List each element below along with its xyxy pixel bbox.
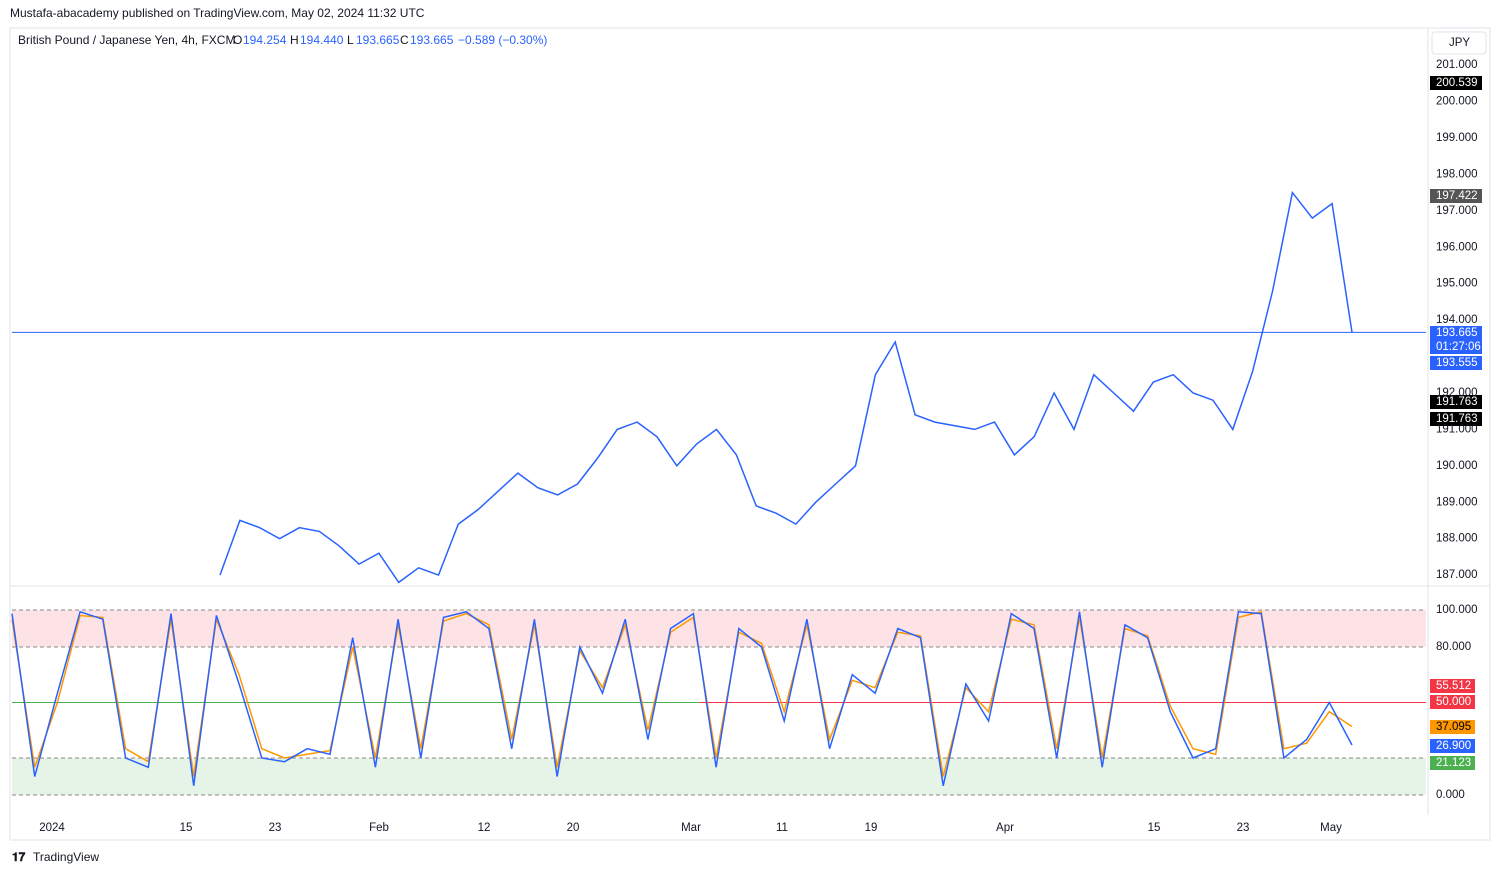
time-label: 19 <box>865 822 878 834</box>
price-badge-label: 197.422 <box>1436 190 1478 202</box>
price-tick-label: 195.000 <box>1436 278 1478 290</box>
osc-badge-label: 37.095 <box>1436 721 1471 733</box>
price-tick-label: 198.000 <box>1436 168 1478 180</box>
price-badge <box>1430 326 1482 340</box>
price-badge-label: 193.665 <box>1436 327 1478 339</box>
time-label: 15 <box>180 822 193 834</box>
price-tick-label: 200.000 <box>1436 96 1478 108</box>
osc-badge <box>1430 756 1475 770</box>
price-tick-label: 197.000 <box>1436 205 1478 217</box>
currency[interactable]: JPY <box>1449 37 1470 49</box>
time-label: Apr <box>996 822 1014 834</box>
price-tick-label: 187.000 <box>1436 569 1478 581</box>
price-tick-label: 188.000 <box>1436 533 1478 545</box>
price-badge <box>1430 395 1482 409</box>
osc-k-line <box>11 610 1353 786</box>
footer: TradingView <box>33 850 99 864</box>
h-label: H <box>290 33 299 47</box>
price-badges: 200.539 197.422 193.665 01:27:06 193.555 191.… <box>1430 76 1482 426</box>
price-badge-label: 191.763 <box>1436 413 1478 425</box>
overbought-zone <box>12 609 1426 647</box>
price-tick-label: 196.000 <box>1436 241 1478 253</box>
time-label: 20 <box>567 822 580 834</box>
price-badge <box>1430 412 1482 426</box>
symbol: British Pound / Japanese Yen, 4h, FXCM <box>18 33 235 47</box>
price-tick-label: 199.000 <box>1436 132 1478 144</box>
time-label: Feb <box>369 822 389 834</box>
time-label: 12 <box>478 822 491 834</box>
osc-badge-label: 26.900 <box>1436 740 1471 752</box>
osc-badge-label: 50.000 <box>1436 696 1471 708</box>
osc-badge-label: 21.123 <box>1436 757 1471 769</box>
change: −0.589 (−0.30%) <box>458 33 547 47</box>
price-badge-label: 01:27:06 <box>1436 341 1481 353</box>
osc-tick-label: 100.000 <box>1436 604 1478 616</box>
low: 193.665 <box>356 33 400 47</box>
chart-frame <box>9 27 1491 841</box>
price-badge-label: 193.555 <box>1436 357 1478 369</box>
open: 194.254 <box>243 33 287 47</box>
osc-badge <box>1430 679 1475 693</box>
time-label: 23 <box>269 822 282 834</box>
price-badge <box>1430 340 1482 354</box>
time-label: Mar <box>681 822 701 834</box>
publisher: Mustafa-abacademy published on TradingVi… <box>10 6 425 20</box>
price-tick-label: 194.000 <box>1436 314 1478 326</box>
price-line <box>219 190 1353 584</box>
price-tick-label: 191.000 <box>1436 423 1478 435</box>
time-label: 15 <box>1148 822 1161 834</box>
osc-tick-label: 0.000 <box>1436 789 1465 801</box>
price-badge <box>1430 356 1482 370</box>
osc-tick-label: 80.000 <box>1436 641 1471 653</box>
price-tick-label: 201.000 <box>1436 59 1478 71</box>
price-tick-label: 190.000 <box>1436 460 1478 472</box>
price-tick-label: 189.000 <box>1436 496 1478 508</box>
oversold-zone <box>12 758 1426 796</box>
osc-badge <box>1430 739 1475 753</box>
price-badge-label: 200.539 <box>1436 77 1478 89</box>
time-label: May <box>1320 822 1342 834</box>
currency-button[interactable] <box>1431 31 1487 55</box>
c-label: C <box>400 33 409 47</box>
time-label: 2024 <box>39 822 65 834</box>
l-label: L <box>347 33 354 47</box>
time-label: 23 <box>1237 822 1250 834</box>
price-badge <box>1430 76 1482 90</box>
o-label: O <box>233 33 242 47</box>
osc-badge-label: 55.512 <box>1436 680 1471 692</box>
high: 194.440 <box>300 33 344 47</box>
osc-badges: 55.512 50.000 37.095 26.900 21.123 <box>1430 679 1475 770</box>
osc-d-line <box>11 610 1353 777</box>
price-badge <box>1430 189 1482 203</box>
osc-badge <box>1430 695 1475 709</box>
close: 193.665 <box>410 33 454 47</box>
legend: British Pound / Japanese Yen, 4h, FXCM O… <box>18 33 547 47</box>
price-tick-label: 192.000 <box>1436 387 1478 399</box>
logo: 𝟏𝟕 <box>12 850 26 864</box>
osc-badge <box>1430 720 1475 734</box>
price-badge-label: 191.763 <box>1436 396 1478 408</box>
time-label: 11 <box>776 822 788 834</box>
